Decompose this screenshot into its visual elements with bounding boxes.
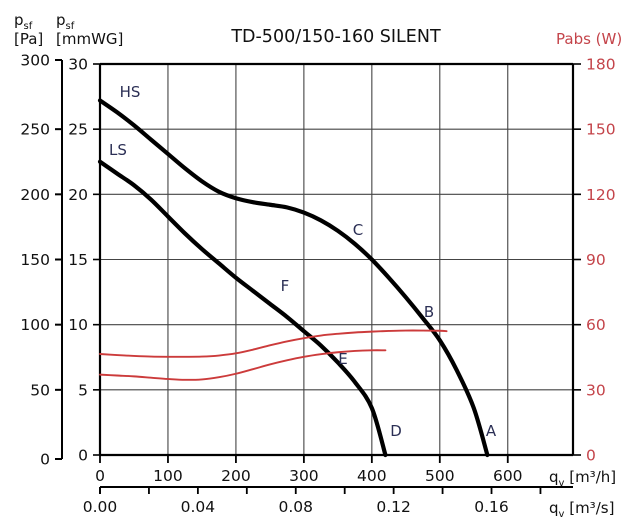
y-axis-title-mmwg-sub: sf bbox=[66, 21, 75, 32]
y-tick-label-mmwg: 10 bbox=[68, 316, 88, 334]
x-axis-m3s: 0.00 0.04 0.08 0.12 0.16 bbox=[83, 486, 573, 516]
x-axis-title-m3h: qv [m³/h] bbox=[549, 468, 616, 489]
curve-label-e: E bbox=[338, 350, 347, 368]
curve-pabs-hs bbox=[99, 329, 448, 358]
y-tick-label-pabs: 150 bbox=[586, 121, 616, 139]
y-tick-label-pa: 200 bbox=[20, 186, 50, 204]
chart-title: TD-500/150-160 SILENT bbox=[230, 27, 441, 47]
curve-label-c: C bbox=[353, 221, 363, 239]
curve-labels: HS LS C B A F E D bbox=[109, 83, 497, 440]
y-tick-label-pabs: 60 bbox=[586, 316, 606, 334]
y-axis-title-mmwg: psf bbox=[56, 11, 75, 32]
y-axis-mmwg: 0 5 10 15 20 25 30 bbox=[68, 56, 100, 465]
curve-ls bbox=[97, 159, 388, 458]
x-tick-label-m3s: 0.12 bbox=[376, 498, 411, 516]
y-tick-label-pabs: 30 bbox=[586, 381, 606, 399]
y-tick-label-mmwg: 5 bbox=[78, 381, 88, 399]
curve-label-hs: HS bbox=[120, 83, 141, 101]
x-axis-title-m3s-sub: v bbox=[559, 509, 565, 520]
x-axis-title-m3s-units: [m³/s] bbox=[564, 499, 614, 517]
curve-label-ls: LS bbox=[109, 141, 127, 159]
curve-label-d: D bbox=[390, 422, 402, 440]
x-tick-label-m3h: 100 bbox=[153, 467, 183, 485]
curve-hs bbox=[97, 98, 490, 458]
y-axis-title-pa-units: [Pa] bbox=[14, 30, 43, 48]
y-tick-label-pa: 300 bbox=[20, 52, 50, 70]
y-tick-label-mmwg: 20 bbox=[68, 186, 88, 204]
y-axis-title-pa-main: p bbox=[14, 11, 24, 29]
y-axis-pa: 0 50 100 150 200 250 300 bbox=[20, 52, 63, 469]
y-tick-label-pabs: 90 bbox=[586, 251, 606, 269]
x-axis-title-m3h-main: q bbox=[549, 468, 559, 486]
y-tick-label-pa: 150 bbox=[20, 251, 50, 269]
x-tick-label-m3h: 400 bbox=[357, 467, 387, 485]
x-tick-label-m3s: 0.00 bbox=[83, 498, 118, 516]
x-axis-title-m3s-main: q bbox=[549, 499, 559, 517]
x-tick-label-m3h: 600 bbox=[493, 467, 523, 485]
y-axis-pabs: 0 30 60 90 120 150 180 bbox=[573, 56, 616, 465]
y-tick-label-pabs: 0 bbox=[586, 447, 596, 465]
y-tick-label-pabs: 120 bbox=[586, 186, 616, 204]
y-tick-label-pa: 250 bbox=[20, 121, 50, 139]
y-tick-label-mmwg: 30 bbox=[68, 56, 88, 74]
curve-label-b: B bbox=[424, 303, 434, 321]
curve-label-a: A bbox=[486, 422, 497, 440]
y-axis-title-pa-sub: sf bbox=[24, 21, 33, 32]
y-tick-label-mmwg: 15 bbox=[68, 251, 88, 269]
x-tick-label-m3s: 0.04 bbox=[181, 498, 216, 516]
x-axis-m3h: 0 100 200 300 400 500 600 bbox=[95, 455, 523, 485]
y-tick-label-mmwg: 0 bbox=[78, 447, 88, 465]
x-tick-label-m3h: 0 bbox=[95, 467, 105, 485]
y-tick-label-mmwg: 25 bbox=[68, 121, 88, 139]
x-axis-title-m3s: qv [m³/s] bbox=[549, 499, 614, 520]
x-tick-label-m3h: 200 bbox=[221, 467, 251, 485]
curve-pabs-ls bbox=[99, 349, 387, 381]
x-tick-label-m3s: 0.16 bbox=[474, 498, 509, 516]
y-tick-label-pa: 100 bbox=[20, 316, 50, 334]
x-tick-label-m3s: 0.08 bbox=[279, 498, 314, 516]
x-tick-label-m3h: 500 bbox=[425, 467, 455, 485]
y-axis-title-pa: psf bbox=[14, 11, 33, 32]
x-tick-label-m3h: 300 bbox=[289, 467, 319, 485]
curve-label-f: F bbox=[281, 277, 290, 295]
curves bbox=[97, 98, 490, 458]
y-tick-label-pabs: 180 bbox=[586, 56, 616, 74]
x-axis-title-m3h-sub: v bbox=[559, 478, 565, 489]
x-axis-title-m3h-units: [m³/h] bbox=[564, 468, 616, 486]
y-axis-title-mmwg-units: [mmWG] bbox=[56, 30, 123, 48]
y-axis-title-mmwg-main: p bbox=[56, 11, 66, 29]
y-axis-title-pabs: Pabs (W) bbox=[556, 30, 622, 48]
y-tick-label-pa: 0 bbox=[40, 451, 50, 469]
y-tick-label-pa: 50 bbox=[30, 381, 50, 399]
